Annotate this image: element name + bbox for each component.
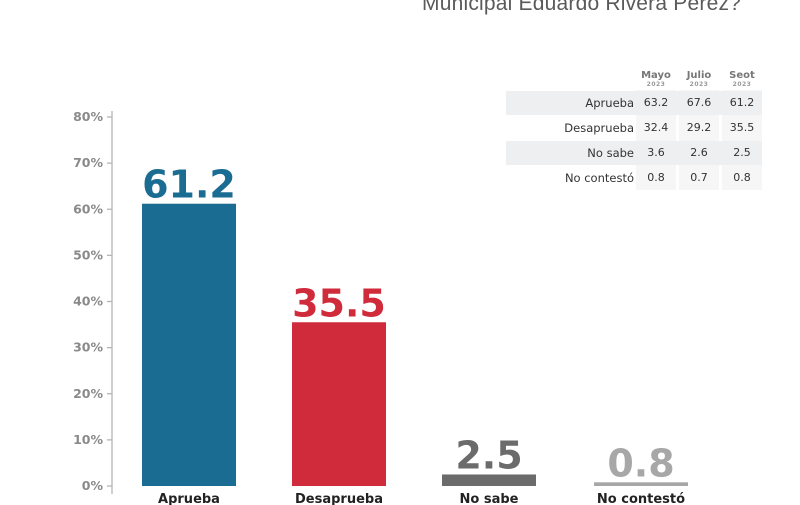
- y-tick-label: 60%: [73, 201, 103, 216]
- table-col-year: 2023: [732, 81, 752, 88]
- table-col-year: 2023: [689, 81, 709, 88]
- table-col-header: Mayo 2023: [636, 70, 676, 88]
- table-row-label: Desaprueba: [564, 121, 634, 135]
- data-label: 61.2: [142, 163, 236, 207]
- table-col-month: Julio: [686, 70, 712, 81]
- table-row: Aprueba 63.2 67.6 61.2: [506, 91, 762, 115]
- table-row-label: No contestó: [564, 171, 634, 185]
- table-cell: 63.2: [643, 96, 669, 109]
- table-row-label: No sabe: [587, 146, 634, 160]
- x-tick-label: Aprueba: [158, 492, 220, 505]
- table-col-header: Julio 2023: [679, 70, 719, 88]
- bar: [442, 474, 536, 486]
- table-row: No sabe 3.6 2.6 2.5: [506, 141, 762, 165]
- table-cell: 32.4: [643, 121, 669, 134]
- data-label: 2.5: [455, 433, 522, 477]
- x-tick-label: Desaprueba: [295, 492, 383, 505]
- table-cell: 2.5: [733, 146, 751, 159]
- table-cell: 0.8: [733, 171, 751, 184]
- table-cell: 2.6: [690, 146, 708, 159]
- table-cell: 3.6: [647, 146, 665, 159]
- x-tick-label: No contestó: [597, 492, 685, 505]
- bar: [594, 482, 688, 486]
- y-tick-label: 0%: [82, 478, 104, 493]
- y-tick-label: 20%: [73, 386, 103, 401]
- table-row: No contestó 0.8 0.7 0.8: [506, 166, 762, 190]
- y-tick-label: 80%: [73, 109, 103, 124]
- table-col-month: Seot: [729, 70, 755, 81]
- table-col-year: 2023: [646, 81, 666, 88]
- table-cell: 29.2: [686, 121, 712, 134]
- y-tick-label: 10%: [73, 432, 103, 447]
- table-cell: 61.2: [729, 96, 755, 109]
- y-tick-label: 70%: [73, 155, 103, 170]
- table-col-month: Mayo: [641, 70, 671, 81]
- x-tick-label: No sabe: [460, 492, 519, 505]
- y-tick-label: 40%: [73, 294, 103, 309]
- data-label: 0.8: [607, 441, 674, 485]
- table-cell: 0.8: [647, 171, 665, 184]
- table-row-label: Aprueba: [585, 96, 634, 110]
- table-cell: 67.6: [686, 96, 712, 109]
- bar: [142, 203, 236, 486]
- data-label: 35.5: [292, 281, 386, 325]
- y-tick-label: 30%: [73, 340, 103, 355]
- table-cell: 0.7: [690, 171, 708, 184]
- bar: [292, 322, 386, 486]
- chart-title: Municipal Eduardo Rivera Pérez?: [422, 0, 742, 15]
- table-cell: 35.5: [729, 121, 755, 134]
- y-tick-label: 50%: [73, 247, 103, 262]
- table-col-header: Seot 2023: [722, 70, 762, 88]
- table-row: Desaprueba 32.4 29.2 35.5: [506, 116, 762, 140]
